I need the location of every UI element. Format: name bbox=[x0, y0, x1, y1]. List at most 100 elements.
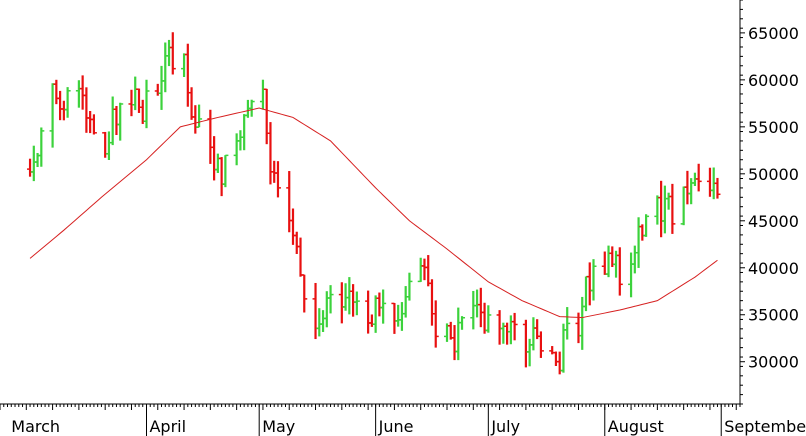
ohlc-bar bbox=[522, 319, 529, 368]
ohlc-bar bbox=[564, 307, 571, 340]
y-tick-label: 30000 bbox=[748, 353, 799, 372]
ohlc-bar bbox=[53, 79, 60, 105]
ohlc-bar bbox=[526, 338, 533, 367]
ohlc-bar bbox=[402, 286, 409, 318]
ohlc-bar bbox=[192, 105, 199, 134]
ohlc-bar bbox=[218, 157, 225, 197]
y-tick-label: 45000 bbox=[748, 212, 799, 231]
ohlc-bar bbox=[365, 290, 372, 334]
ohlc-bar bbox=[297, 237, 304, 277]
ohlc-bar bbox=[181, 53, 188, 78]
ohlc-bar bbox=[113, 106, 120, 136]
ohlc-bar bbox=[316, 308, 323, 337]
ohlc-bar bbox=[601, 251, 608, 275]
ohlc-bar bbox=[590, 259, 597, 301]
ohlc-bar bbox=[293, 231, 300, 254]
ohlc-bar bbox=[109, 96, 116, 146]
ohlc-bar bbox=[327, 285, 334, 314]
ohlc-bar bbox=[504, 322, 511, 345]
x-month-label: May bbox=[262, 417, 295, 436]
ohlc-bar bbox=[312, 282, 319, 340]
ohlc-bar bbox=[368, 314, 375, 327]
ohlc-bar bbox=[139, 99, 146, 124]
ohlc-bar bbox=[496, 310, 503, 345]
y-tick-label: 35000 bbox=[748, 306, 799, 325]
ohlc-bar bbox=[233, 133, 240, 166]
ohlc-bar bbox=[372, 295, 379, 333]
ohlc-bar bbox=[447, 321, 454, 340]
ohlc-bar bbox=[391, 302, 398, 334]
price-bars bbox=[27, 32, 721, 375]
ohlc-bar bbox=[474, 289, 481, 318]
ohlc-bar bbox=[507, 315, 514, 345]
ohlc-bar bbox=[211, 136, 218, 181]
ohlc-bar bbox=[477, 287, 484, 328]
ohlc-bar bbox=[695, 163, 702, 192]
ohlc-bar bbox=[241, 114, 248, 151]
ohlc-bar bbox=[135, 88, 142, 113]
ohlc-bar bbox=[38, 127, 45, 167]
ohlc-bar bbox=[631, 245, 638, 274]
ohlc-bar bbox=[688, 178, 695, 205]
y-tick-label: 40000 bbox=[748, 259, 799, 278]
ohlc-bar bbox=[579, 296, 586, 350]
ohlc-bar bbox=[684, 170, 691, 205]
ohlc-bar bbox=[75, 80, 82, 108]
ohlc-bar bbox=[485, 305, 492, 333]
ohlc-bar bbox=[380, 289, 387, 324]
ohlc-bar bbox=[79, 75, 86, 110]
ohlc-bar bbox=[669, 183, 676, 234]
x-month-label: March bbox=[11, 417, 60, 436]
ohlc-bar bbox=[425, 255, 432, 287]
ohlc-bar bbox=[398, 302, 405, 331]
ohlc-bar bbox=[87, 111, 94, 134]
ohlc-bar bbox=[665, 192, 672, 210]
ohlc-bar bbox=[417, 257, 424, 283]
ohlc-bar bbox=[635, 217, 642, 268]
ohlc-bar bbox=[537, 331, 544, 358]
ohlc-bar bbox=[289, 208, 296, 245]
ohlc-bar bbox=[207, 109, 214, 164]
ohlc-bar bbox=[132, 76, 139, 111]
ohlc-bar bbox=[49, 83, 56, 148]
x-month-label: June bbox=[378, 417, 414, 436]
ohlc-bar bbox=[582, 275, 589, 312]
ohlc-bar bbox=[117, 102, 124, 141]
ohlc-bar bbox=[323, 291, 330, 328]
ohlc-bar bbox=[470, 290, 477, 330]
ohlc-bar bbox=[628, 252, 635, 298]
ohlc-bar bbox=[27, 158, 34, 177]
x-axis: March April May June July August September bbox=[0, 403, 806, 436]
ohlc-bar bbox=[680, 186, 687, 226]
ohlc-bar bbox=[459, 316, 466, 330]
ohlc-bar bbox=[455, 307, 462, 361]
x-month-label: July bbox=[490, 417, 520, 436]
ohlc-bar bbox=[169, 32, 176, 75]
ohlc-bar bbox=[271, 160, 278, 183]
ohlc-bar bbox=[57, 90, 64, 121]
ohlc-bar bbox=[214, 153, 221, 173]
ohlc-bar bbox=[90, 114, 97, 135]
ohlc-bar bbox=[346, 277, 353, 315]
ohlc-bar bbox=[128, 89, 135, 117]
ohlc-bar bbox=[188, 87, 195, 120]
ohlc-bar bbox=[60, 100, 67, 121]
ohlc-bar bbox=[267, 122, 274, 185]
y-axis: 30000 35000 40000 45000 50000 55000 60000 65000 bbox=[739, 0, 799, 405]
ohlc-bar bbox=[376, 292, 383, 317]
ohlc-bar bbox=[428, 279, 435, 326]
ohlc-bar bbox=[259, 79, 266, 110]
ohlc-bar bbox=[263, 88, 270, 145]
ohlc-bar bbox=[552, 351, 559, 367]
ohlc-bar bbox=[481, 302, 488, 334]
ohlc-bar bbox=[661, 185, 668, 234]
y-tick-label: 55000 bbox=[748, 118, 799, 137]
ohlc-bar bbox=[248, 99, 255, 117]
ohlc-bar bbox=[338, 282, 345, 324]
ohlc-bar bbox=[320, 310, 327, 332]
ohlc-bar bbox=[83, 87, 90, 133]
ohlc-bar bbox=[714, 177, 721, 199]
ohlc-bar bbox=[286, 171, 293, 233]
ohlc-bar bbox=[560, 323, 567, 373]
y-tick-label: 65000 bbox=[748, 24, 799, 43]
